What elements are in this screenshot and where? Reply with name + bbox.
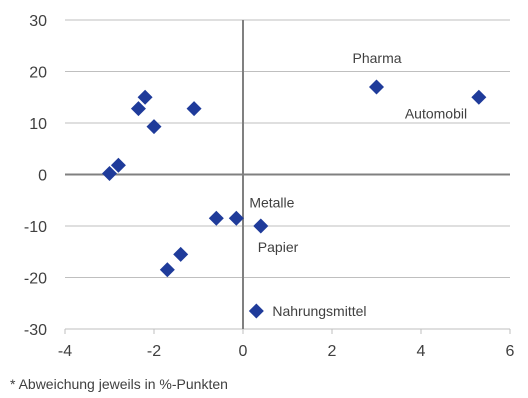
data-point (159, 262, 175, 278)
x-tick-label: 6 (506, 343, 515, 360)
point-label: Automobil (405, 105, 467, 121)
x-tick-label: 2 (328, 343, 337, 360)
data-point (369, 79, 384, 95)
y-tick-label: 30 (29, 13, 47, 30)
gridlines (65, 19, 510, 330)
point-label: Pharma (353, 50, 402, 66)
point-labels: Pharma Automobil Metalle Papier Nahrungsmitt… (249, 50, 467, 319)
point-label: Metalle (249, 194, 294, 210)
data-points (102, 79, 487, 319)
data-point (110, 157, 126, 173)
data-point (208, 210, 224, 226)
x-tick-label: 4 (417, 343, 426, 360)
point-label: Papier (258, 239, 299, 255)
data-point (130, 101, 146, 117)
data-point (471, 89, 487, 105)
footnote: * Abweichung jeweils in %-Punkten (10, 376, 228, 392)
axes (64, 20, 511, 334)
data-point (253, 218, 269, 234)
y-tick-label: -30 (24, 322, 47, 339)
x-tick-label: -2 (147, 343, 161, 360)
data-point (248, 303, 264, 319)
y-tick-label: -10 (24, 219, 47, 236)
data-point (102, 165, 117, 181)
x-tick-label: 0 (239, 343, 248, 360)
x-tick-label: -4 (58, 343, 72, 360)
data-point (146, 119, 162, 135)
data-point (173, 246, 189, 262)
data-point (228, 210, 244, 226)
point-label: Nahrungsmittel (272, 303, 366, 319)
data-point (186, 101, 202, 117)
y-tick-label: -20 (24, 271, 47, 288)
y-tick-label: 10 (29, 116, 47, 133)
y-tick-label: 0 (38, 168, 47, 185)
y-tick-label: 20 (29, 65, 47, 82)
data-point (137, 89, 153, 105)
